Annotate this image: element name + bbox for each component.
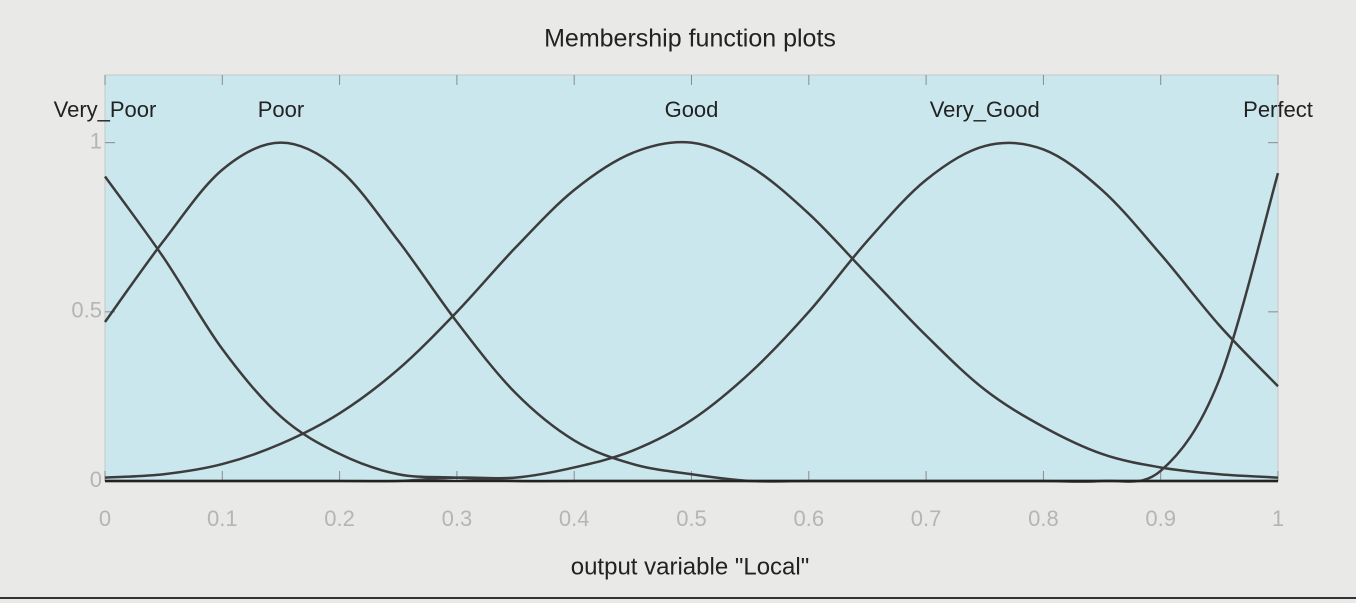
x-tick-label: 0.6 bbox=[794, 506, 825, 531]
x-tick-label: 0.3 bbox=[442, 506, 473, 531]
x-tick-label: 0.8 bbox=[1028, 506, 1059, 531]
x-tick-label: 0.9 bbox=[1145, 506, 1176, 531]
x-tick-label: 0 bbox=[99, 506, 111, 531]
series-name: Perfect bbox=[1243, 97, 1313, 122]
y-tick-label: 0 bbox=[90, 467, 102, 492]
series-name: Good bbox=[665, 97, 719, 122]
x-tick-label: 1 bbox=[1272, 506, 1284, 531]
x-tick-label: 0.7 bbox=[911, 506, 942, 531]
x-axis-label: output variable "Local" bbox=[571, 553, 810, 580]
y-tick-label: 0.5 bbox=[71, 298, 102, 323]
chart-title: Membership function plots bbox=[544, 25, 836, 53]
series-name: Poor bbox=[258, 97, 304, 122]
series-name: Very_Good bbox=[930, 97, 1040, 122]
membership-curve bbox=[104, 140, 1279, 479]
x-tick-label: 0.5 bbox=[676, 506, 707, 531]
x-tick-label: 0.4 bbox=[559, 506, 590, 531]
x-tick-label: 0.2 bbox=[324, 506, 355, 531]
y-tick-label: 1 bbox=[90, 128, 102, 153]
x-tick-label: 0.1 bbox=[207, 506, 238, 531]
series-name: Very_Poor bbox=[54, 97, 157, 122]
